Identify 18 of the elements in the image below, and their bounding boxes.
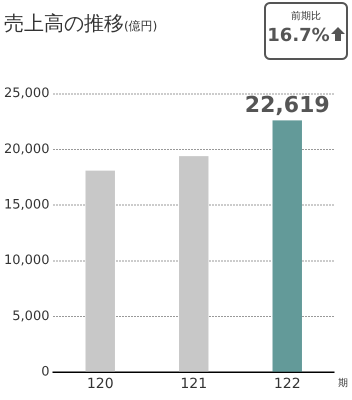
x-tick-label: 120 (86, 376, 114, 392)
x-tick-label: 121 (180, 376, 208, 392)
data-label: 22,619 (244, 93, 330, 118)
y-tick-label: 0 (41, 364, 50, 380)
text: 16.7% (267, 25, 330, 46)
text: 前期比 (290, 10, 322, 23)
y-tick-label: 10,000 (4, 253, 50, 268)
bar (86, 170, 115, 372)
y-tick-label: 20,000 (4, 142, 50, 157)
bar (272, 120, 302, 372)
y-tick-label: 15,000 (4, 198, 50, 213)
x-tick-label: 122 (274, 376, 301, 392)
chart-title: 売上高の推移 (4, 11, 124, 35)
y-tick-label: 5,000 (12, 308, 50, 324)
chart-subtitle: (億円) (124, 19, 158, 33)
bar (179, 156, 208, 372)
y-tick-label: 25,000 (4, 86, 50, 102)
x-axis-title: 期 (338, 376, 348, 389)
